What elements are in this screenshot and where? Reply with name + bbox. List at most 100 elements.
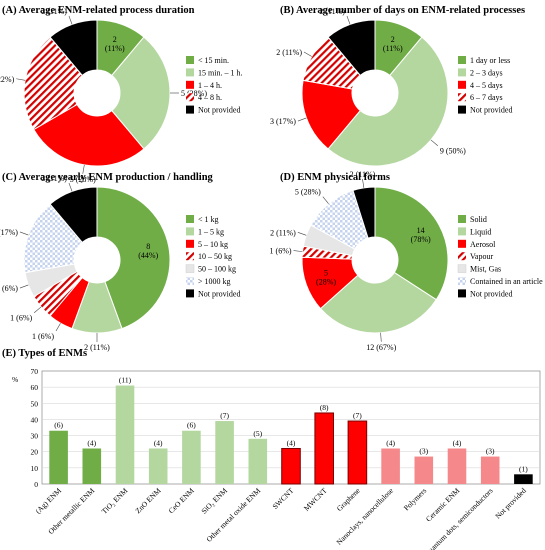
- legend-swatch: [186, 215, 194, 223]
- legend-label: 5 – 10 kg: [198, 240, 228, 249]
- slice-label: 2 (11%): [270, 228, 296, 237]
- slice-5: [49, 19, 98, 77]
- slice-label: 1 (6%): [32, 332, 54, 341]
- legend-label: Vapour: [470, 252, 493, 261]
- legend-label: Solid: [470, 215, 487, 224]
- legend-swatch: [186, 289, 194, 298]
- panel-c-slices: 8(44%)2 (11%)1 (6%)1 (6%)1 (6%)3 (17%)2 …: [0, 174, 171, 352]
- panel-c-title: (C) Average yearly ENM production / hand…: [2, 172, 214, 183]
- legend-label: < 1 kg: [198, 215, 219, 224]
- legend-swatch: [458, 93, 466, 102]
- bar-count-label: (4): [154, 438, 163, 447]
- slice-label: 1 (6%): [0, 284, 18, 293]
- x-category-label: Not provided: [493, 486, 528, 521]
- legend-swatch: [186, 227, 194, 236]
- legend-label: 50 – 100 kg: [198, 265, 236, 274]
- bar-count-label: (4): [287, 438, 296, 447]
- panel-a-slices: 2(11%) 5 (28%) 5 (28%) 4 (22%) 2 (11%): [0, 7, 207, 184]
- slice-label: 5 (28%): [70, 175, 96, 184]
- slice-label: 3 (17%): [270, 117, 296, 126]
- slice-label: 2 (11%): [41, 174, 67, 183]
- bar: [447, 448, 467, 484]
- panel-e-title: (E) Types of ENMs: [2, 348, 87, 359]
- bar: [82, 448, 102, 484]
- leader-line: [16, 78, 26, 81]
- panel-a-legend: < 15 min. 15 min. – 1 h. 1 – 4 h. 4 – 8 h. N…: [186, 56, 242, 115]
- leader-line: [430, 139, 439, 146]
- legend-label: Mist, Gas: [470, 265, 501, 274]
- x-category-label: CeO ENM: [167, 486, 196, 515]
- slice-label: 5 (28%): [181, 89, 207, 98]
- slice-label: 12 (67%): [366, 343, 396, 352]
- legend-label: 2 – 3 days: [470, 68, 503, 77]
- leader-line: [55, 323, 61, 332]
- legend-label: 1 – 5 kg: [198, 227, 224, 236]
- slice-4: [23, 36, 83, 131]
- legend-swatch: [458, 277, 466, 285]
- slice-7: [49, 186, 98, 244]
- legend-swatch: [457, 264, 467, 273]
- bar-count-label: (7): [353, 411, 362, 420]
- bar-count-label: (7): [220, 411, 229, 420]
- slice-2: [111, 36, 171, 150]
- panel-a: (A) Average ENM-related process duration…: [0, 5, 242, 184]
- slice-label: 8 (44%): [138, 242, 158, 260]
- bar: [115, 385, 135, 484]
- legend-label: Aerosol: [470, 240, 496, 249]
- slice-label: 2 (11%): [383, 35, 403, 53]
- leader-line: [380, 332, 382, 342]
- panel-d: (D) ENM physical forms 14 (78%) 12 (67%) 5(…: [270, 170, 544, 352]
- leader-line: [346, 15, 351, 25]
- x-category-label: ZnO ENM: [133, 486, 162, 515]
- bar: [49, 430, 68, 484]
- bar: [480, 456, 500, 484]
- legend-label: Not provided: [198, 289, 240, 298]
- bar: [414, 456, 434, 484]
- panel-e: (E) Types of ENMs % 0 10 20 30 40 50 60 70 (6) (…: [2, 348, 541, 550]
- legend-swatch: [186, 80, 194, 89]
- slice-label: 1 (6%): [270, 247, 292, 256]
- panel-d-title: (D) ENM physical forms: [280, 172, 390, 183]
- legend-label: 4 – 8 h.: [198, 93, 222, 102]
- legend-swatch: [185, 264, 195, 273]
- legend-swatch: [458, 56, 466, 64]
- legend-swatch: [186, 56, 194, 64]
- legend-swatch: [458, 252, 466, 261]
- legend-label: 15 min. – 1 h.: [198, 68, 242, 77]
- panel-e-ylabel: %: [12, 375, 18, 384]
- panel-d-slices: 14 (78%) 12 (67%) 5 (28%) 1 (6%) 2 (11%) 5 (28%…: [270, 170, 449, 352]
- slice-label: 2 (11%): [319, 7, 345, 16]
- bar-count-label: (8): [320, 403, 329, 412]
- slice-label: 9 (50%): [440, 147, 466, 156]
- legend-swatch: [458, 80, 466, 89]
- slice-1: [374, 186, 449, 301]
- leader-line: [303, 51, 312, 57]
- legend-label: > 1000 kg: [198, 277, 231, 286]
- bar-count-label: (11): [119, 376, 132, 385]
- slice-label: 2 (11%): [276, 48, 302, 57]
- slice-label: 3 (17%): [0, 228, 18, 237]
- slice-label: 2 (11%): [350, 170, 376, 179]
- slice-7: [352, 186, 376, 239]
- y-tick-label: 10: [31, 464, 39, 473]
- legend-swatch: [458, 239, 466, 248]
- legend-label: < 15 min.: [198, 56, 229, 65]
- panel-a-title: (A) Average ENM-related process duration: [2, 5, 195, 16]
- slice-label: 5 (28%): [295, 188, 321, 197]
- bar-count-label: (6): [187, 421, 196, 430]
- legend-label: 1 – 4 h.: [198, 81, 222, 90]
- bar: [148, 448, 168, 484]
- leader-line: [68, 15, 73, 25]
- panel-d-legend: Solid Liquid Aerosol Vapour Mist, Gas Contain…: [457, 215, 543, 298]
- slice-label: 2 (11%): [84, 343, 110, 352]
- bar-count-label: (4): [453, 438, 462, 447]
- legend-label: Contained in an article: [470, 277, 543, 286]
- slice-label: 2 (11%): [105, 35, 125, 53]
- legend-swatch: [458, 215, 466, 223]
- bar-count-label: (4): [87, 438, 96, 447]
- x-category-label: Nanoclays, nanocellulose: [334, 486, 395, 547]
- bar-count-label: (1): [519, 464, 528, 473]
- slice-label: 4 (22%): [0, 75, 15, 84]
- leader-line: [297, 232, 307, 236]
- bar: [314, 412, 334, 485]
